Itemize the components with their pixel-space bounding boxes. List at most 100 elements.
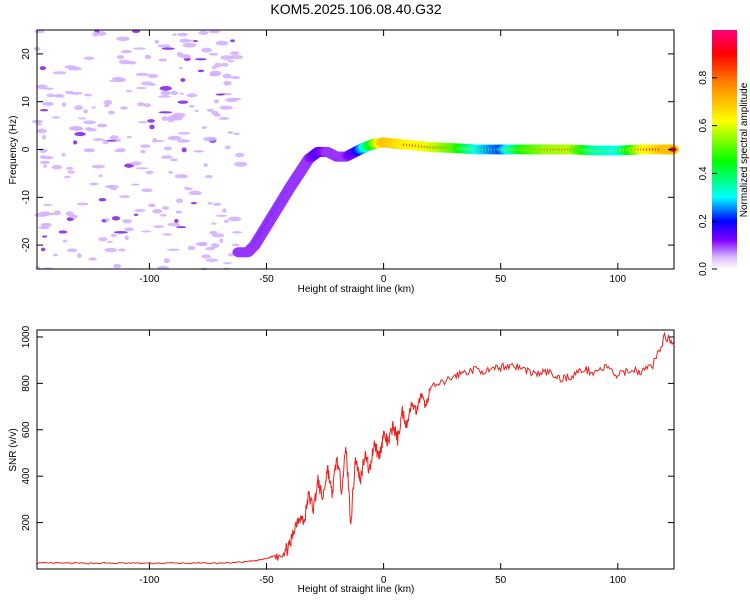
noise-blob (215, 214, 228, 217)
noise-blob (172, 33, 177, 36)
noise-blob (137, 121, 149, 124)
noise-blob (211, 243, 220, 248)
noise-blob (219, 105, 233, 110)
noise-blob (203, 136, 217, 142)
colorbar-gradient (712, 30, 737, 269)
noise-blob (41, 134, 47, 140)
noise-blob (91, 164, 106, 169)
noise-blob (118, 248, 126, 252)
noise-blob (120, 106, 129, 110)
noise-blob (53, 71, 67, 75)
noise-blob (174, 174, 189, 179)
noise-blob (157, 95, 171, 98)
noise-blob (108, 110, 115, 115)
y-tick-label: 400 (21, 467, 32, 484)
noise-blob (98, 174, 103, 178)
noise-blob (221, 62, 229, 67)
noise-blob (211, 65, 217, 70)
noise-blob (124, 235, 129, 241)
noise-blob (77, 117, 87, 120)
noise-blob (140, 144, 151, 148)
noise-blob (194, 58, 207, 61)
snr-ticks: -100 -50 0 50 100 200 400 600 800 1000 (21, 325, 674, 586)
noise-blob (110, 233, 118, 237)
noise-blob (39, 155, 54, 160)
snr-series-line (36, 331, 675, 565)
noise-blob (205, 258, 219, 262)
noise-blob (206, 108, 214, 112)
noise-blob (157, 44, 171, 48)
noise-blob (160, 90, 171, 96)
noise-blob (174, 218, 179, 224)
noise-blob (207, 202, 213, 205)
noise-blob (58, 230, 68, 234)
noise-blob (141, 230, 152, 233)
noise-blob (208, 30, 221, 34)
noise-blob (198, 241, 208, 247)
noise-blob (68, 66, 82, 71)
noise-blob (208, 52, 219, 56)
x-tick-label: 0 (381, 274, 387, 285)
noise-blob (222, 262, 232, 265)
colorbar-tick-label: 0.4 (698, 166, 709, 180)
x-tick-label: 100 (609, 575, 626, 586)
noise-blob (130, 183, 140, 186)
noise-blob (230, 51, 240, 55)
noise-blob (163, 146, 173, 151)
noise-blob (133, 213, 139, 216)
y-tick-label: -20 (21, 237, 32, 252)
noise-blob (51, 165, 63, 170)
noise-blob (177, 132, 191, 135)
noise-blob (218, 116, 230, 120)
noise-blob (70, 126, 84, 131)
noise-blob (223, 219, 229, 224)
y-tick-label: 20 (21, 48, 32, 60)
noise-blob (109, 135, 119, 141)
noise-blob (227, 216, 242, 222)
noise-blob (177, 100, 189, 104)
noise-blob (223, 80, 232, 86)
noise-blob (40, 222, 52, 228)
y-tick-label: 800 (21, 375, 32, 392)
noise-blob (177, 32, 188, 37)
noise-blob (224, 145, 231, 150)
noise-blob (120, 49, 133, 54)
noise-blob (98, 198, 107, 202)
noise-blob (104, 104, 110, 108)
noise-blob (42, 87, 54, 90)
noise-blob (222, 208, 227, 213)
noise-blob (225, 97, 238, 103)
y-tick-label: 0 (21, 146, 32, 152)
noise-blob (66, 166, 74, 171)
noise-blob (160, 213, 167, 217)
noise-blob (135, 87, 148, 90)
noise-blob (39, 160, 51, 165)
noise-blob (77, 253, 82, 259)
noise-blob (229, 55, 244, 60)
noise-blob (231, 231, 243, 234)
noise-blob (213, 99, 219, 104)
noise-blob (41, 101, 54, 106)
noise-blob (215, 93, 225, 96)
noise-blob (112, 77, 124, 81)
noise-blob (179, 54, 191, 59)
noise-blob (233, 161, 248, 167)
spectrogram-ridge-layer (232, 137, 679, 258)
noise-blob (53, 210, 61, 216)
noise-blob (83, 109, 88, 114)
noise-blob (211, 222, 217, 225)
noise-blob (145, 170, 154, 175)
noise-blob (130, 161, 142, 166)
noise-blob (182, 42, 197, 48)
colorbar-tick-label: 0.0 (698, 262, 709, 276)
noise-blob (154, 39, 160, 44)
noise-blob (39, 211, 51, 216)
noise-blob (167, 135, 182, 141)
noise-blob (161, 155, 173, 159)
noise-blob (61, 152, 66, 157)
snr-y-axis-label: SNR (v/v) (8, 428, 19, 471)
noise-blob (158, 58, 167, 62)
noise-blob (39, 109, 49, 112)
noise-blob (92, 31, 99, 37)
noise-blob (125, 90, 133, 93)
